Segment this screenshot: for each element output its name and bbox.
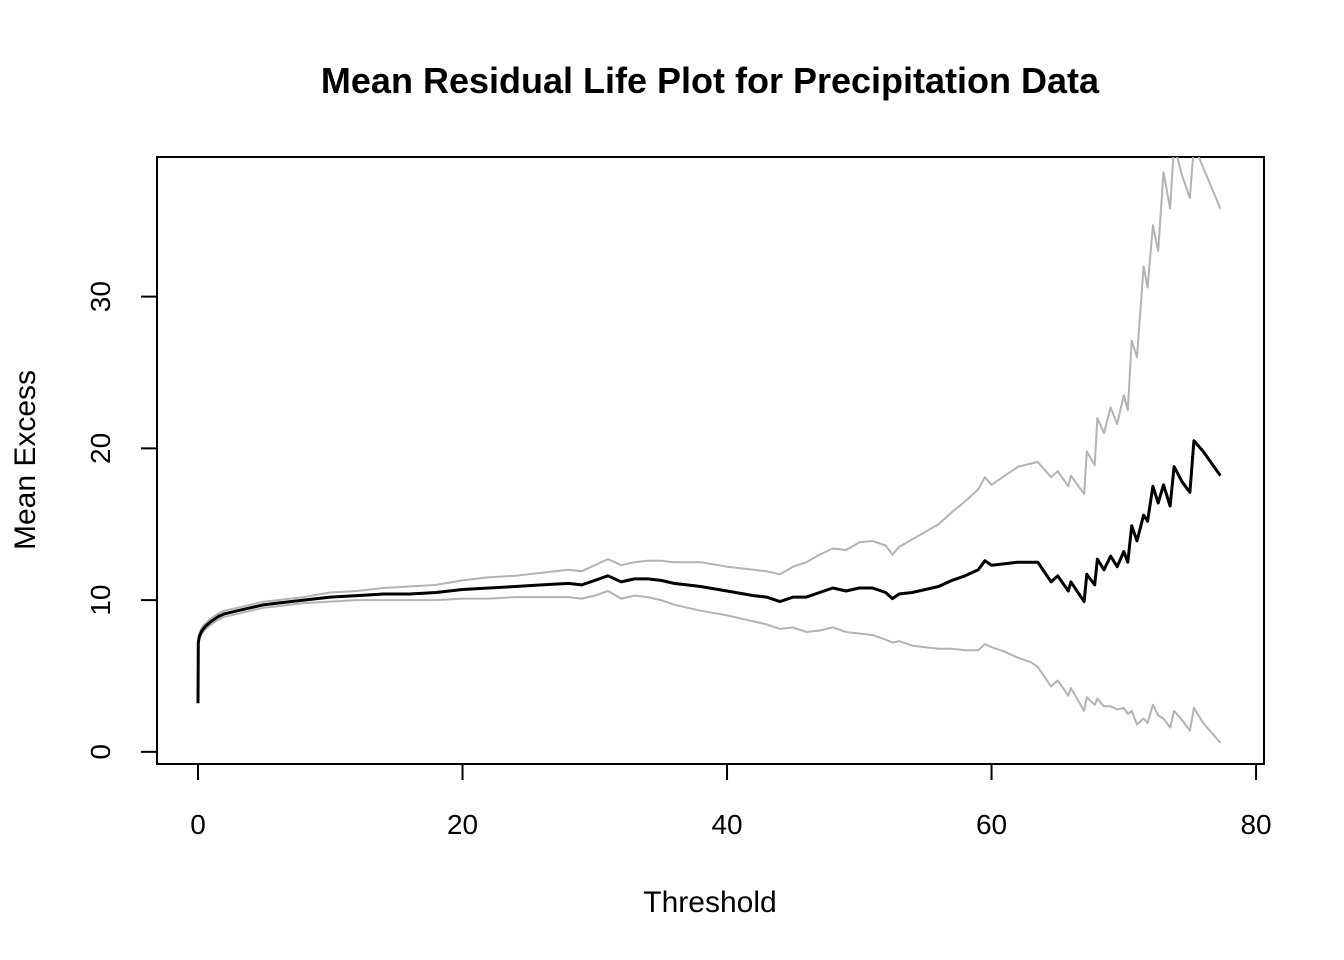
x-tick-label: 60 <box>976 809 1007 840</box>
y-tick-label: 0 <box>85 744 116 760</box>
y-tick-label: 20 <box>85 433 116 464</box>
x-axis-label: Threshold <box>643 886 776 919</box>
mean-series-line <box>196 439 1222 704</box>
x-axis: 0 20 40 60 80 <box>190 763 1272 840</box>
x-tick-label: 40 <box>711 809 742 840</box>
y-tick-label: 10 <box>85 585 116 616</box>
y-axis: 0 10 20 30 <box>85 281 158 760</box>
y-tick-label: 30 <box>85 281 116 312</box>
x-tick-label: 20 <box>447 809 478 840</box>
x-tick-label: 80 <box>1240 809 1271 840</box>
y-axis-label: Mean Excess <box>9 370 42 550</box>
chart-title: Mean Residual Life Plot for Precipitatio… <box>321 60 1100 101</box>
lower-series-line <box>197 590 1222 744</box>
plot-frame <box>156 156 1265 765</box>
x-tick-label: 0 <box>190 809 206 840</box>
series-layer <box>196 157 1222 744</box>
upper-series-line <box>197 157 1222 704</box>
